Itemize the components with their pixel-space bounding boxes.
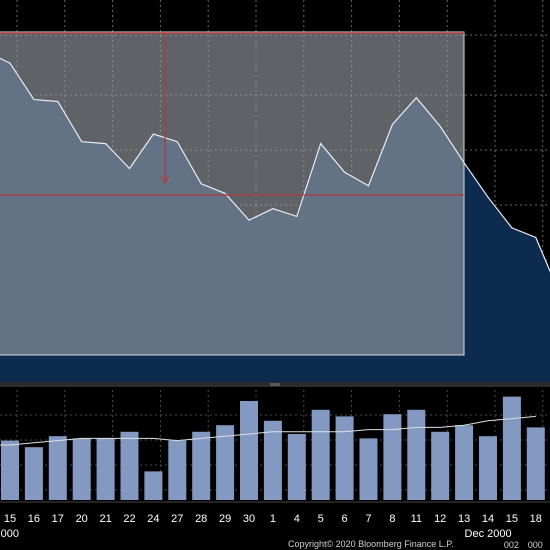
x-axis-sublabel: 2000 bbox=[0, 528, 19, 540]
x-tick-label: 17 bbox=[52, 513, 64, 525]
x-tick-label: 24 bbox=[147, 513, 159, 525]
x-tick-label: 6 bbox=[342, 513, 348, 525]
volume-bar bbox=[455, 425, 474, 500]
volume-bar bbox=[168, 440, 187, 500]
x-tick-label: 16 bbox=[28, 513, 40, 525]
volume-bar bbox=[72, 438, 91, 500]
x-tick-label: 5 bbox=[318, 513, 324, 525]
x-tick-label: 22 bbox=[123, 513, 135, 525]
volume-bar bbox=[1, 440, 19, 500]
x-tick-label: 18 bbox=[530, 513, 542, 525]
volume-bar bbox=[192, 431, 211, 500]
volume-bar bbox=[287, 434, 306, 500]
volume-bars bbox=[1, 396, 545, 500]
volume-bar bbox=[311, 409, 330, 500]
volume-bar bbox=[120, 431, 139, 500]
volume-bar bbox=[335, 416, 354, 500]
x-tick-label: 13 bbox=[458, 513, 470, 525]
volume-bar bbox=[479, 436, 497, 500]
resize-handle-icon[interactable] bbox=[270, 383, 280, 386]
x-tick-label: 29 bbox=[219, 513, 231, 525]
volume-bar bbox=[48, 436, 67, 500]
x-tick-label: 28 bbox=[195, 513, 207, 525]
x-tick-label: 1 bbox=[270, 513, 276, 525]
x-tick-label: 27 bbox=[171, 513, 183, 525]
price-line bbox=[0, 57, 550, 273]
x-axis-sublabels: 2000 Dec 2000 bbox=[0, 528, 512, 540]
x-tick-label: 4 bbox=[294, 513, 300, 525]
volume-bar bbox=[24, 447, 43, 500]
x-axis-sublabel: Dec 2000 bbox=[465, 528, 512, 540]
x-axis-fragments: 002 000 bbox=[504, 540, 543, 550]
x-tick-label: 14 bbox=[482, 513, 494, 525]
volume-bar bbox=[526, 427, 545, 500]
x-tick-label: 11 bbox=[411, 513, 422, 525]
price-panel[interactable] bbox=[0, 0, 550, 383]
x-axis-fragment: 000 bbox=[528, 540, 543, 550]
volume-panel[interactable] bbox=[0, 390, 550, 500]
selection-arrow-icon bbox=[160, 175, 170, 185]
x-tick-label: 12 bbox=[434, 513, 446, 525]
volume-bar bbox=[240, 401, 258, 500]
x-tick-label: 30 bbox=[243, 513, 255, 525]
x-tick-label: 15 bbox=[4, 513, 16, 525]
volume-bar bbox=[263, 420, 282, 500]
volume-bar bbox=[96, 438, 115, 500]
copyright-text: Copyright© 2020 Bloomberg Finance L.P. bbox=[288, 539, 454, 549]
volume-bar bbox=[383, 414, 402, 500]
x-tick-label: 15 bbox=[506, 513, 518, 525]
volume-bar bbox=[431, 431, 450, 500]
x-tick-label: 20 bbox=[76, 513, 88, 525]
x-axis: 15 16 17 20 21 22 24 27 28 29 30 1 4 5 6 7 8 11 12 13 14 15 18 bbox=[0, 501, 550, 525]
volume-bar bbox=[144, 471, 163, 500]
volume-bar bbox=[502, 396, 521, 500]
x-tick-label: 21 bbox=[99, 513, 111, 525]
x-tick-label: 7 bbox=[365, 513, 371, 525]
x-tick-label: 8 bbox=[389, 513, 395, 525]
selection-rectangle[interactable] bbox=[0, 31, 465, 356]
volume-bar bbox=[359, 438, 378, 500]
x-axis-fragment: 002 bbox=[504, 540, 519, 550]
volume-bar bbox=[216, 425, 235, 500]
volume-moving-average-line bbox=[0, 415, 536, 446]
volume-bar bbox=[407, 409, 426, 500]
